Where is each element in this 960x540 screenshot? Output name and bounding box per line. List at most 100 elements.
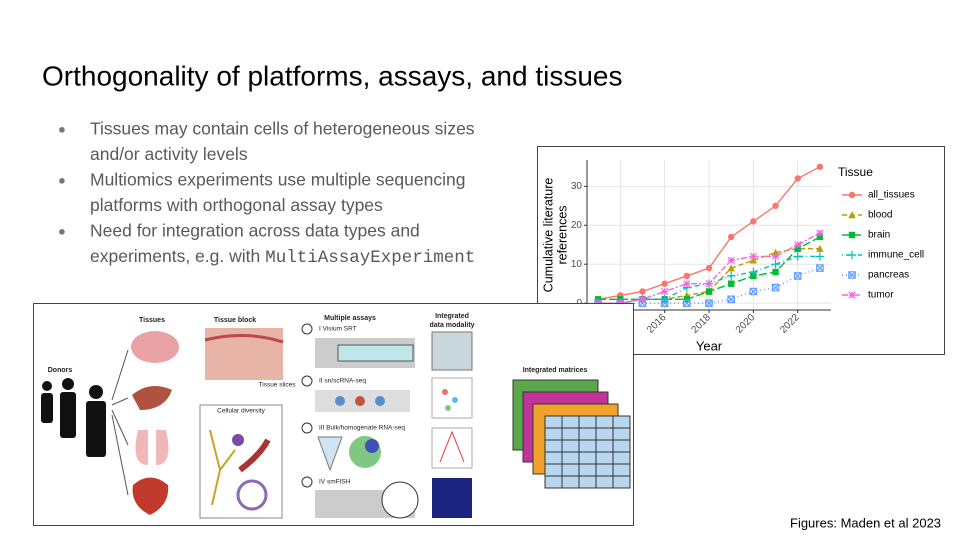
point [816, 229, 824, 237]
marker-shape [771, 260, 780, 269]
marker-shape [816, 163, 824, 171]
point [705, 288, 713, 295]
point [772, 202, 779, 209]
point [771, 283, 780, 292]
point [683, 280, 691, 288]
marker-shape [772, 202, 779, 209]
point [749, 256, 758, 264]
marker-shape [816, 233, 824, 241]
legend-marker [848, 211, 856, 219]
point [726, 271, 736, 281]
bullet-code: MultiAssayExperiment [265, 248, 475, 268]
point [749, 287, 758, 296]
point [683, 272, 691, 280]
bullet-text: Tissues may contain cells of heterogeneo… [90, 119, 475, 139]
marker-shape [661, 287, 669, 296]
marker-shape [771, 252, 780, 261]
marker-shape [727, 256, 735, 264]
point [816, 264, 824, 272]
point [794, 175, 801, 182]
y-tick-label: 10 [571, 259, 583, 270]
legend-label: blood [868, 210, 892, 221]
point [727, 264, 735, 272]
marker-shape [683, 299, 691, 307]
figure-label: Tissue slices [259, 382, 297, 389]
point [727, 280, 735, 287]
figure-label: Tissue block [214, 317, 256, 324]
figure-label: Integrated [435, 313, 469, 320]
legend-label: all_tissues [868, 190, 915, 201]
marker-shape [727, 264, 735, 272]
bullet-text: Need for integration across data types a… [90, 221, 420, 241]
marker-shape [816, 244, 824, 252]
marker-shape [683, 272, 691, 280]
point [639, 288, 646, 295]
bullet-symbol: ● [58, 223, 66, 238]
marker-shape [793, 252, 802, 261]
cell-icons [209, 429, 271, 511]
legend-marker [848, 191, 856, 199]
tissue-block-vessel [204, 333, 284, 344]
point [793, 252, 802, 261]
bullet-symbol: ● [58, 172, 66, 187]
marker-shape [726, 271, 736, 281]
bullet-text: platforms with orthogonal assay types [90, 195, 383, 215]
point [816, 163, 824, 171]
legend-marker [848, 291, 856, 299]
marker-shape [794, 241, 802, 249]
point [638, 295, 647, 303]
marker-shape [705, 299, 713, 307]
matrix-stack [512, 379, 631, 489]
point [815, 252, 825, 261]
legend-label: tumor [868, 290, 894, 301]
point [727, 295, 735, 304]
figure-label: Multiple assays [324, 315, 376, 322]
marker-shape [749, 287, 758, 296]
marker-shape [750, 218, 757, 225]
assay-panels [301, 323, 419, 519]
marker-shape [794, 175, 801, 182]
marker-shape [793, 272, 802, 280]
point [705, 299, 713, 307]
marker-shape [661, 280, 668, 287]
donor-icons [41, 378, 106, 457]
legend-title: Tissue [838, 165, 873, 179]
figure-label: Donors [48, 367, 73, 374]
point [816, 233, 824, 241]
marker-shape [705, 280, 713, 288]
marker-shape [847, 250, 857, 260]
tissue-icons [111, 331, 179, 515]
marker-shape [848, 271, 856, 279]
legend-marker [848, 231, 856, 239]
point [683, 299, 691, 307]
marker-shape [848, 291, 856, 299]
marker-shape [749, 267, 758, 277]
y-tick-label: 30 [571, 181, 583, 192]
point [660, 299, 669, 307]
marker-shape [749, 256, 758, 264]
marker-shape [772, 268, 779, 276]
marker-shape [660, 295, 669, 304]
marker-shape [727, 280, 735, 287]
marker-shape [771, 283, 780, 292]
marker-shape [816, 229, 824, 237]
figure-label: IV smFISH [319, 479, 351, 486]
point [794, 245, 801, 252]
point [727, 256, 735, 264]
y-tick-label: 20 [571, 220, 583, 231]
figure-label: Integrated matrices [523, 367, 588, 374]
legend-label: immune_cell [868, 250, 924, 261]
point [771, 260, 780, 269]
marker-shape [848, 231, 856, 239]
figure-label: III Bulk/homogenate RNA-seq [319, 425, 405, 432]
marker-shape [815, 252, 825, 261]
bullet-list: ● Tissues may contain cells of heterogene… [58, 119, 475, 269]
marker-shape [638, 295, 647, 303]
figure-label: II sn/scRNA-seq [319, 378, 366, 385]
legend-label: pancreas [868, 270, 909, 281]
marker-shape [816, 264, 824, 272]
figure: Donors Tissues Tissue block Cellular div… [33, 303, 634, 526]
marker-shape [727, 295, 735, 304]
point [772, 268, 779, 276]
